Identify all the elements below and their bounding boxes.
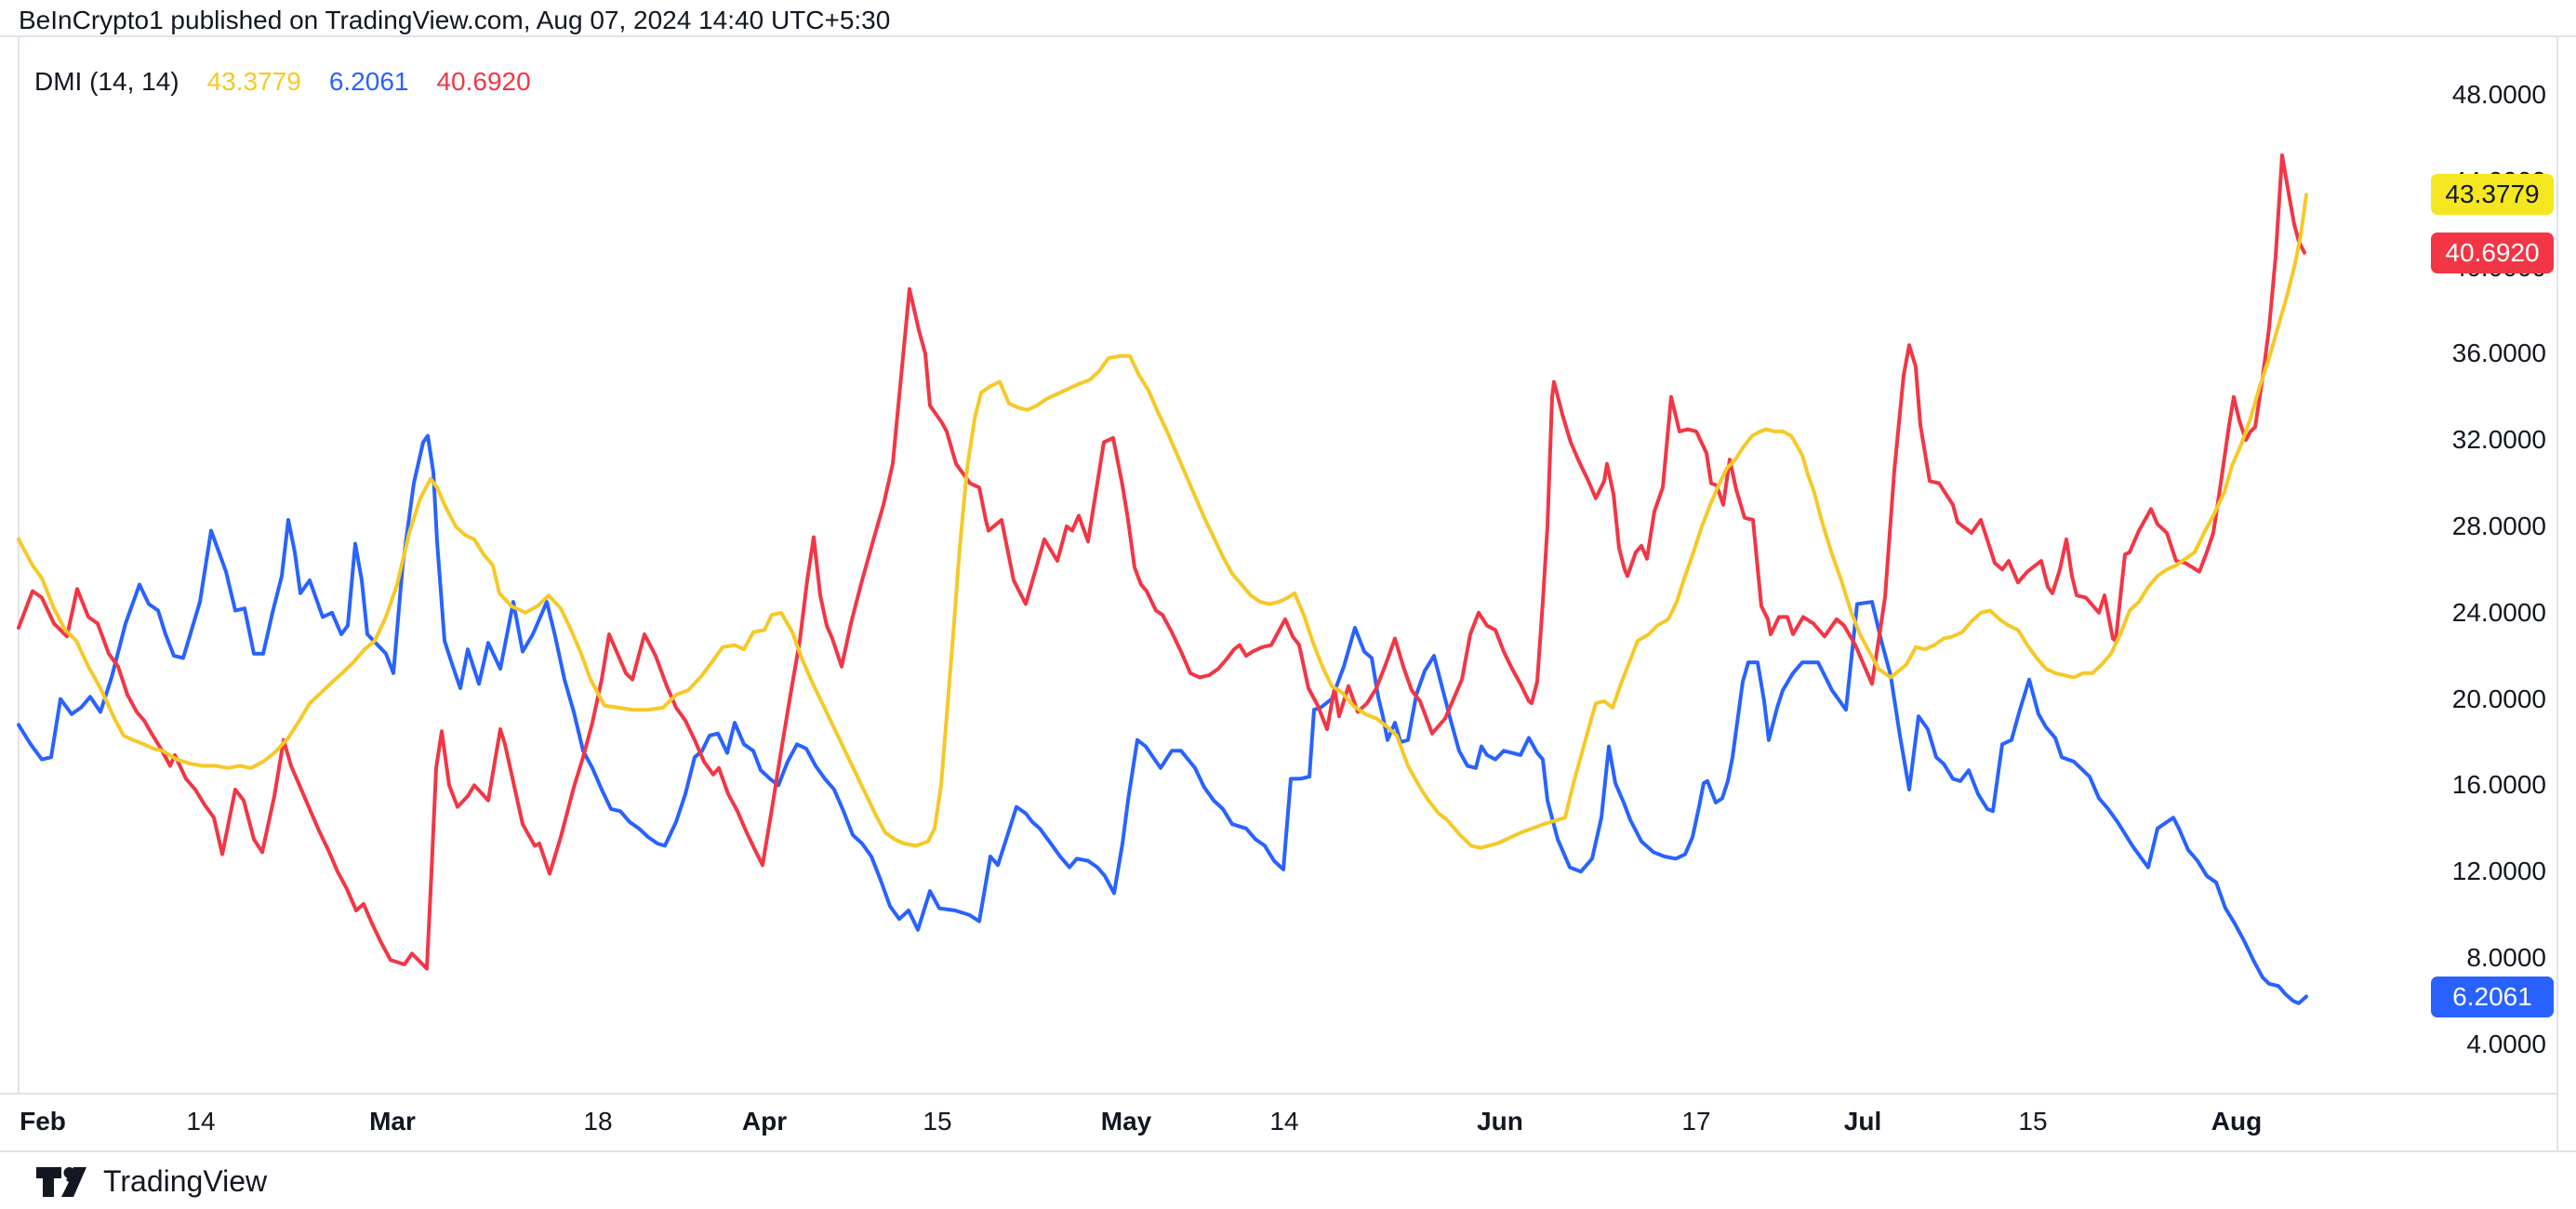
pane-left-border bbox=[18, 35, 20, 1093]
price-label-48: 48.0000 bbox=[2451, 80, 2546, 109]
price-badge-6.2061: 6.2061 bbox=[2431, 976, 2554, 1017]
time-label-15: 15 bbox=[923, 1107, 952, 1136]
di-minus-line bbox=[17, 153, 2306, 971]
price-label-36: 36.0000 bbox=[2451, 339, 2546, 368]
indicator-legend: DMI (14, 14) 43.3779 6.2061 40.6920 bbox=[34, 67, 531, 97]
time-label-May: May bbox=[1100, 1107, 1152, 1136]
time-label-Apr: Apr bbox=[741, 1107, 788, 1136]
brand-name: TradingView bbox=[103, 1164, 268, 1198]
tradingview-logo-icon bbox=[36, 1166, 86, 1197]
time-label-Feb: Feb bbox=[20, 1107, 66, 1136]
footer: TradingView bbox=[34, 1164, 267, 1199]
time-label-Jul: Jul bbox=[1843, 1107, 1882, 1136]
price-badge-43.3779: 43.3779 bbox=[2431, 174, 2554, 216]
price-label-12: 12.0000 bbox=[2451, 857, 2546, 886]
time-label-14: 14 bbox=[1269, 1107, 1299, 1136]
time-label-14: 14 bbox=[186, 1107, 216, 1136]
indicator-values: 43.3779 6.2061 40.6920 bbox=[207, 67, 531, 97]
di-plus-line bbox=[17, 433, 2308, 1005]
time-label-Aug: Aug bbox=[2211, 1107, 2263, 1136]
time-axis-border bbox=[0, 1093, 2557, 1095]
price-label-32: 32.0000 bbox=[2451, 425, 2546, 455]
time-label-15: 15 bbox=[2018, 1107, 2048, 1136]
time-label-17: 17 bbox=[1681, 1107, 1711, 1136]
indicator-title: DMI (14, 14) bbox=[34, 67, 179, 96]
price-label-24: 24.0000 bbox=[2451, 597, 2546, 627]
legend-value-di-plus: 6.2061 bbox=[328, 67, 409, 96]
price-label-4: 4.0000 bbox=[2466, 1029, 2546, 1058]
price-badge-40.6920: 40.6920 bbox=[2431, 232, 2554, 273]
adx-line bbox=[17, 193, 2308, 850]
legend-value-adx: 43.3779 bbox=[206, 67, 301, 96]
price-scale-border bbox=[2556, 35, 2558, 1150]
attribution: BeInCrypto1 published on TradingView.com… bbox=[19, 6, 891, 34]
legend-value-di-minus: 40.6920 bbox=[436, 67, 531, 96]
price-label-16: 16.0000 bbox=[2451, 770, 2546, 800]
price-label-20: 20.0000 bbox=[2451, 684, 2546, 713]
time-label-18: 18 bbox=[583, 1107, 613, 1136]
time-label-Jun: Jun bbox=[1477, 1107, 1523, 1136]
time-label-Mar: Mar bbox=[369, 1107, 416, 1136]
price-label-28: 28.0000 bbox=[2451, 512, 2546, 540]
pane-top-border bbox=[0, 35, 2576, 37]
price-label-8: 8.0000 bbox=[2466, 943, 2546, 972]
footer-border bbox=[0, 1150, 2576, 1152]
